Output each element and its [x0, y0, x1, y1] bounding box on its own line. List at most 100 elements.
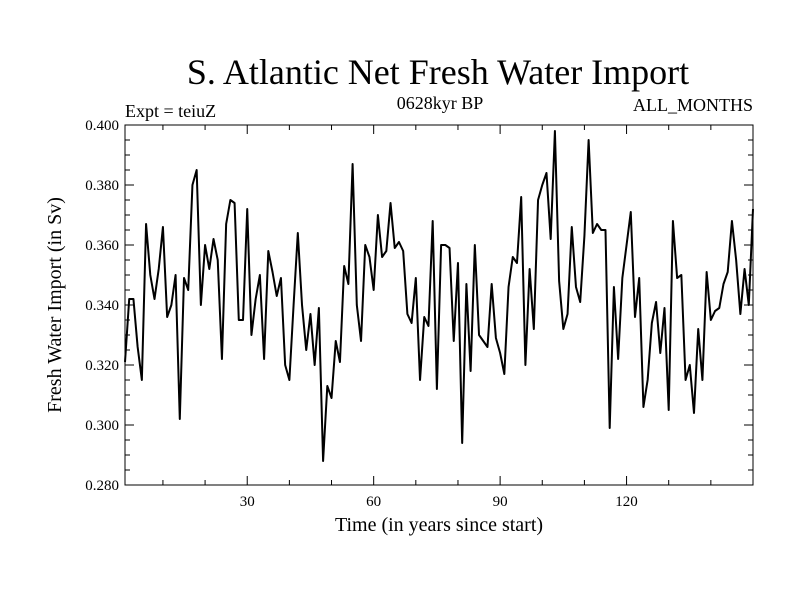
- data-point: [330, 397, 333, 399]
- data-point: [735, 259, 737, 261]
- data-point: [613, 286, 615, 288]
- data-point: [301, 304, 303, 306]
- data-point: [722, 283, 725, 285]
- data-point: [309, 313, 312, 315]
- data-point: [638, 277, 640, 279]
- data-point: [448, 247, 451, 249]
- data-point: [259, 274, 261, 276]
- data-point: [609, 427, 611, 429]
- data-point: [170, 304, 172, 306]
- x-axis: 30 60 90 120: [162, 125, 712, 510]
- data-point: [385, 250, 387, 252]
- data-point: [368, 256, 371, 258]
- data-point: [512, 256, 514, 258]
- data-point: [335, 340, 337, 342]
- data-point: [550, 238, 552, 240]
- y-tick-label: 0.300: [85, 418, 119, 434]
- data-point: [625, 244, 628, 246]
- y-tick-label: 0.280: [85, 478, 119, 494]
- data-point: [419, 379, 421, 381]
- data-point: [457, 262, 459, 264]
- data-point: [537, 199, 539, 201]
- data-point: [651, 322, 653, 324]
- data-point: [596, 223, 598, 225]
- data-point: [356, 304, 358, 306]
- data-point: [377, 214, 379, 216]
- data-point: [124, 361, 126, 363]
- data-point: [191, 184, 194, 186]
- data-point: [554, 130, 556, 132]
- data-point: [297, 232, 299, 234]
- data-point: [743, 268, 746, 270]
- data-point: [255, 298, 257, 300]
- data-point: [562, 328, 564, 330]
- chart-title: S. Atlantic Net Fresh Water Import: [187, 52, 689, 92]
- data-point: [267, 250, 269, 252]
- data-point: [149, 274, 151, 276]
- data-point: [187, 289, 189, 291]
- data-point: [217, 259, 219, 261]
- y-tick-label: 0.360: [85, 238, 119, 254]
- data-point: [630, 211, 632, 213]
- data-point: [238, 319, 240, 321]
- data-point: [415, 277, 417, 279]
- data-point: [373, 289, 375, 291]
- data-point: [731, 220, 733, 222]
- x-tick-label: 60: [366, 494, 381, 510]
- data-point: [697, 328, 699, 330]
- y-tick-label: 0.320: [85, 358, 119, 374]
- data-point: [411, 322, 413, 324]
- data-point: [571, 226, 573, 228]
- x-tick-label: 30: [240, 494, 255, 510]
- data-point: [727, 271, 729, 273]
- data-point: [153, 298, 156, 300]
- data-point: [225, 223, 227, 225]
- data-point: [233, 202, 236, 204]
- data-point: [642, 406, 645, 408]
- data-point: [132, 298, 135, 300]
- data-point: [229, 199, 231, 201]
- data-point: [541, 184, 543, 186]
- data-point: [263, 358, 265, 360]
- data-point: [389, 202, 392, 204]
- data-point: [322, 460, 324, 462]
- subtitle-left: Expt = teiuZ: [125, 101, 216, 121]
- data-point: [326, 385, 328, 387]
- data-point: [137, 346, 139, 348]
- data-point: [470, 370, 472, 372]
- data-point: [292, 304, 295, 306]
- data-point: [575, 286, 577, 288]
- data-point: [752, 208, 754, 210]
- data-point: [516, 262, 518, 264]
- data-point: [280, 277, 282, 279]
- data-point: [461, 442, 463, 444]
- data-point: [672, 220, 674, 222]
- data-point: [339, 361, 341, 363]
- data-points: [124, 130, 754, 462]
- series-line-fresh-water-import: [124, 130, 754, 462]
- data-point: [179, 418, 181, 420]
- data-point: [212, 238, 215, 240]
- data-point: [621, 277, 623, 279]
- data-point: [250, 334, 253, 336]
- data-point: [141, 379, 143, 381]
- data-point: [453, 340, 455, 342]
- data-point: [381, 256, 383, 258]
- data-point: [432, 220, 434, 222]
- data-point: [520, 196, 522, 198]
- data-point: [689, 364, 691, 366]
- x-axis-label: Time (in years since start): [335, 514, 543, 536]
- data-point: [545, 172, 548, 174]
- data-point: [668, 409, 670, 411]
- data-point: [718, 307, 720, 309]
- data-point: [423, 316, 425, 318]
- data-point: [659, 352, 661, 354]
- data-point: [305, 349, 307, 351]
- data-point: [474, 244, 476, 246]
- data-point: [588, 139, 590, 141]
- data-point: [242, 319, 244, 321]
- data-point: [524, 364, 527, 366]
- data-point: [482, 340, 484, 342]
- data-point: [600, 229, 602, 231]
- data-point: [246, 208, 248, 210]
